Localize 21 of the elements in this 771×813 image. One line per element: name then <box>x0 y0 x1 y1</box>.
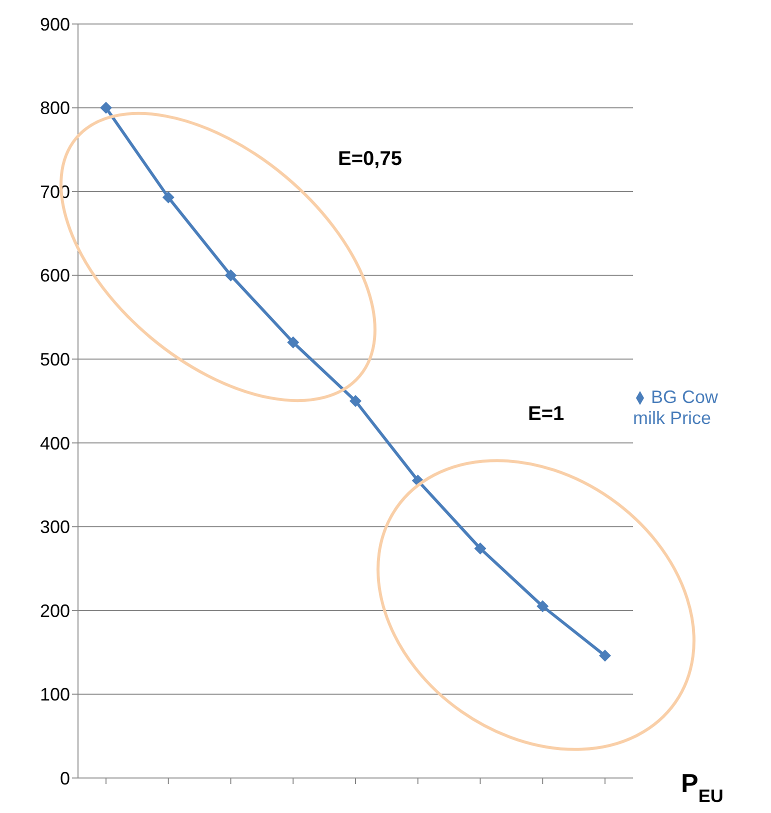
y-tick-label: 400 <box>40 433 70 454</box>
y-tick-label: 300 <box>40 517 70 538</box>
point <box>536 600 549 612</box>
y-tick-label: 200 <box>40 600 70 621</box>
annotation: E=1 <box>528 403 564 426</box>
annotation: E=0,75 <box>338 148 402 171</box>
point <box>287 336 300 348</box>
point <box>224 269 237 282</box>
point <box>474 542 486 554</box>
legend-label: BG Cow milk Price <box>633 387 718 428</box>
point <box>350 395 362 407</box>
y-tick-label: 600 <box>40 266 70 286</box>
y-tick-label: 500 <box>40 350 70 370</box>
x-axis-title: P$_{EU}$ <box>681 768 724 806</box>
y-tick-label: 900 <box>40 14 70 34</box>
y-tick-label: 100 <box>40 684 70 705</box>
point <box>162 191 174 204</box>
point <box>599 650 611 662</box>
y-tick-label: 800 <box>40 98 70 118</box>
y-tick-label: 0 <box>60 768 70 788</box>
point <box>100 102 112 114</box>
